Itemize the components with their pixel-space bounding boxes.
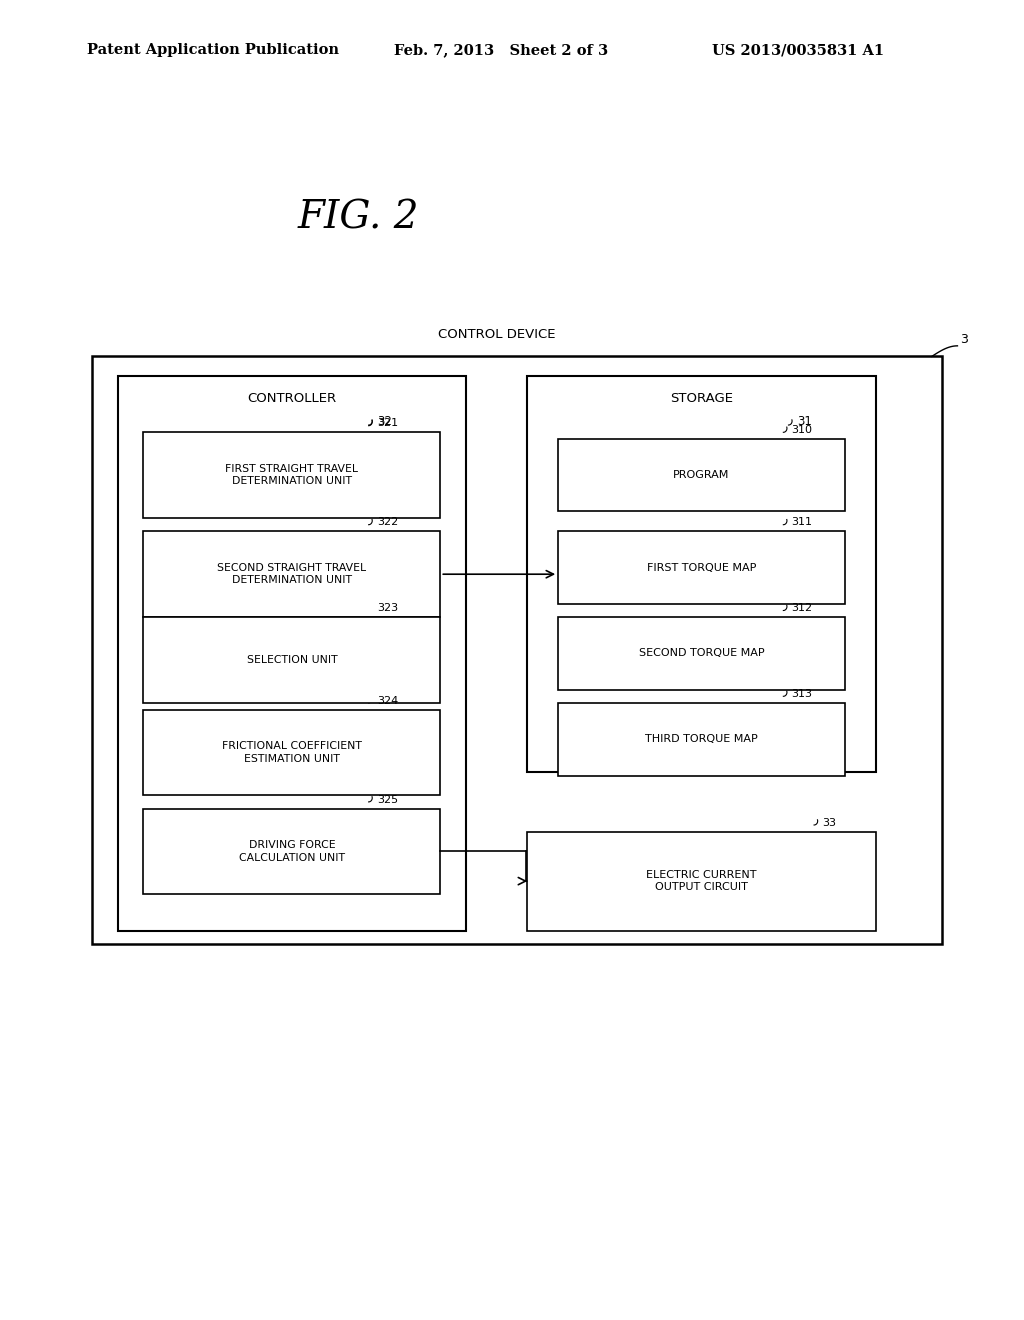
Bar: [527, 376, 876, 772]
Text: Patent Application Publication: Patent Application Publication: [87, 44, 339, 57]
Text: CONTROLLER: CONTROLLER: [247, 392, 337, 405]
Bar: [558, 618, 845, 689]
Text: 31: 31: [797, 414, 812, 428]
Bar: [143, 710, 440, 795]
Text: FIG. 2: FIG. 2: [298, 199, 419, 236]
Bar: [143, 808, 440, 895]
Bar: [143, 618, 440, 702]
Bar: [558, 531, 845, 605]
Bar: [143, 432, 440, 517]
Text: 322: 322: [377, 517, 398, 528]
Text: 321: 321: [377, 418, 398, 428]
Bar: [118, 376, 466, 931]
Text: 33: 33: [822, 817, 837, 828]
Text: 3: 3: [961, 333, 969, 346]
Text: US 2013/0035831 A1: US 2013/0035831 A1: [712, 44, 884, 57]
Bar: [92, 356, 942, 944]
Text: CONTROL DEVICE: CONTROL DEVICE: [438, 327, 555, 341]
Text: 313: 313: [792, 689, 813, 700]
Text: SELECTION UNIT: SELECTION UNIT: [247, 655, 337, 665]
Text: ELECTRIC CURRENT
OUTPUT CIRCUIT: ELECTRIC CURRENT OUTPUT CIRCUIT: [646, 870, 757, 892]
Bar: [558, 702, 845, 776]
Text: 311: 311: [792, 517, 813, 527]
Text: FIRST TORQUE MAP: FIRST TORQUE MAP: [647, 562, 756, 573]
Text: FIRST STRAIGHT TRAVEL
DETERMINATION UNIT: FIRST STRAIGHT TRAVEL DETERMINATION UNIT: [225, 465, 358, 486]
Bar: [143, 532, 440, 618]
Text: STORAGE: STORAGE: [670, 392, 733, 405]
Bar: [527, 832, 876, 931]
Text: 325: 325: [377, 795, 398, 804]
Bar: [558, 438, 845, 511]
Text: FRICTIONAL COEFFICIENT
ESTIMATION UNIT: FRICTIONAL COEFFICIENT ESTIMATION UNIT: [222, 742, 361, 763]
Text: SECOND TORQUE MAP: SECOND TORQUE MAP: [639, 648, 764, 659]
Text: DRIVING FORCE
CALCULATION UNIT: DRIVING FORCE CALCULATION UNIT: [239, 841, 345, 862]
Text: 32: 32: [377, 414, 392, 428]
Text: 324: 324: [377, 696, 398, 706]
Text: THIRD TORQUE MAP: THIRD TORQUE MAP: [645, 734, 758, 744]
Text: 310: 310: [792, 425, 813, 434]
Text: SECOND STRAIGHT TRAVEL
DETERMINATION UNIT: SECOND STRAIGHT TRAVEL DETERMINATION UNI…: [217, 564, 367, 585]
Text: 323: 323: [377, 603, 398, 612]
Text: Feb. 7, 2013   Sheet 2 of 3: Feb. 7, 2013 Sheet 2 of 3: [394, 44, 608, 57]
Text: 312: 312: [792, 603, 813, 612]
Text: PROGRAM: PROGRAM: [673, 470, 730, 480]
